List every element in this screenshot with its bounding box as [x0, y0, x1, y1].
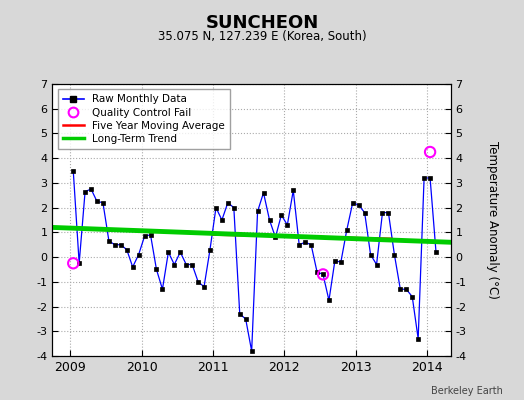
- Text: Berkeley Earth: Berkeley Earth: [431, 386, 503, 396]
- Y-axis label: Temperature Anomaly (°C): Temperature Anomaly (°C): [486, 141, 499, 299]
- Legend: Raw Monthly Data, Quality Control Fail, Five Year Moving Average, Long-Term Tren: Raw Monthly Data, Quality Control Fail, …: [58, 89, 230, 149]
- Raw Monthly Data: [248, 349, 255, 354]
- Raw Monthly Data: [255, 209, 261, 214]
- Raw Monthly Data: [391, 252, 398, 257]
- Line: Five Year Moving Average: Five Year Moving Average: [213, 235, 391, 238]
- Quality Control Fail: [319, 271, 327, 278]
- Raw Monthly Data: [141, 234, 148, 238]
- Text: SUNCHEON: SUNCHEON: [205, 14, 319, 32]
- Line: Raw Monthly Data: Raw Monthly Data: [71, 168, 438, 353]
- Quality Control Fail: [426, 149, 434, 155]
- Raw Monthly Data: [296, 242, 302, 247]
- Raw Monthly Data: [433, 250, 439, 254]
- Text: 35.075 N, 127.239 E (Korea, South): 35.075 N, 127.239 E (Korea, South): [158, 30, 366, 43]
- Five Year Moving Average: [210, 232, 216, 237]
- Raw Monthly Data: [70, 168, 77, 173]
- Quality Control Fail: [69, 260, 78, 266]
- Raw Monthly Data: [165, 250, 171, 254]
- Raw Monthly Data: [100, 200, 106, 205]
- Five Year Moving Average: [388, 236, 395, 241]
